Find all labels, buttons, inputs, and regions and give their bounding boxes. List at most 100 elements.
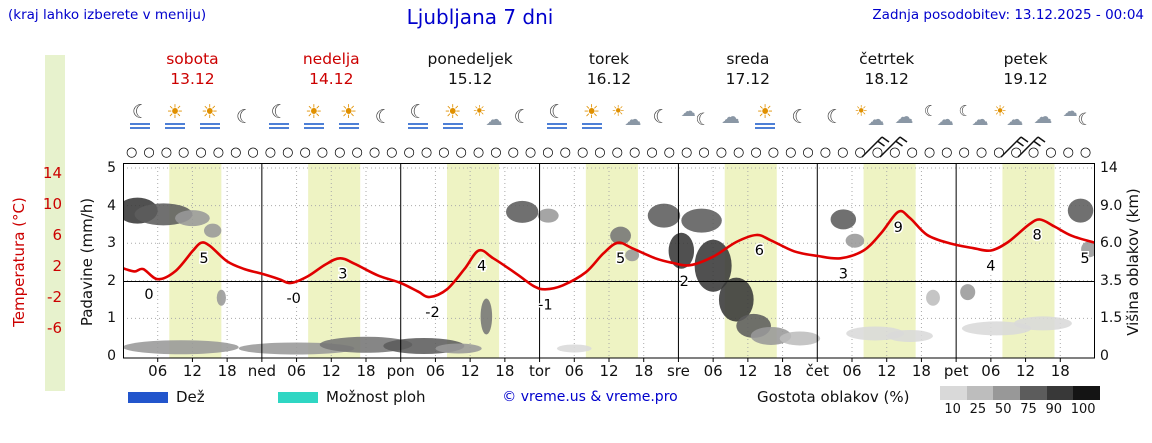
- fog-icon: [755, 123, 776, 131]
- cloud-cover-symbol: ○: [819, 144, 832, 160]
- day-date: 19.12: [1003, 70, 1048, 88]
- weather-icon-cloud: ☁: [1033, 105, 1053, 128]
- cloud-cover-symbol: ○: [646, 144, 658, 160]
- density-tick-label: 25: [969, 402, 987, 417]
- cloud-height-tick: 9.0: [1100, 197, 1123, 214]
- precip-tick: 3: [107, 235, 116, 252]
- cloud-blob: [175, 210, 210, 227]
- cloud-cover-symbol: ○: [681, 144, 693, 160]
- x-tick-label: 06: [564, 362, 584, 380]
- cloud-blob: [718, 277, 754, 322]
- weather-icon-sun-fog: ☀: [159, 103, 191, 131]
- menu-hint: (kraj lahko izberete v meniju): [8, 7, 207, 23]
- density-swatch: [1046, 386, 1074, 400]
- weather-icon-cloud-moon: ☁ ☾: [1062, 102, 1093, 130]
- temp-extreme-label: 3: [839, 266, 848, 282]
- weather-icon-moon-cloud: ☾ ☁: [923, 102, 954, 130]
- cloud-cover-symbol: ○: [958, 144, 970, 160]
- day-name: sobota: [166, 50, 219, 68]
- density-tick-label: 10: [944, 402, 961, 417]
- weather-icon-moon: ☾: [235, 105, 253, 128]
- cloud-cover-symbol: ○: [282, 144, 294, 160]
- day-icons: ☾ ☀ ☀ ☁ ☾: [401, 94, 540, 140]
- cloud-blob: [435, 343, 482, 354]
- cloud-cover-symbol: ○: [403, 144, 415, 160]
- x-tick-label: 12: [182, 362, 202, 380]
- day-date: 13.12: [170, 70, 215, 88]
- cloud-density-scale: [940, 386, 1101, 400]
- cloud-cover-symbol: ○: [750, 144, 762, 160]
- temp-extreme-label: 4: [986, 259, 995, 275]
- cloud-blob: [610, 226, 631, 245]
- x-tick-label: 18: [911, 362, 931, 380]
- cloud-height-tick: 14: [1100, 160, 1118, 176]
- day-header: torek 16.12: [540, 50, 679, 88]
- precip-tick: 4: [107, 197, 116, 214]
- cloud-density-legend-label: Gostota oblakov (%): [757, 388, 910, 406]
- cloud-layer: [123, 197, 1095, 355]
- x-tick-label: pet: [943, 362, 969, 380]
- cloud-blob: [961, 321, 1032, 336]
- x-tick-label: 06: [287, 362, 307, 380]
- fog-icon: [546, 123, 567, 131]
- cloud-cover-symbol: ○: [472, 144, 485, 160]
- x-tick-label: 06: [148, 362, 168, 380]
- rain-legend-label: Dež: [176, 388, 205, 406]
- weather-icon-moon: ☾: [374, 105, 392, 128]
- precip-tick: 5: [107, 160, 116, 176]
- cloud-cover-symbol: ○: [837, 144, 849, 160]
- cloud-cover-symbol: ○: [698, 144, 710, 160]
- showers-legend-label: Možnost ploh: [326, 388, 426, 406]
- cloud-cover-symbol: ○: [126, 144, 138, 160]
- density-tick-label: 90: [1045, 402, 1063, 417]
- cloud-height-tick: 6.0: [1100, 235, 1123, 252]
- cloud-blob: [681, 208, 722, 233]
- cloud-cover-row: ○ ○ ○ ○ ○ ○ ○ ○ ○ ○ ○ ○ ○ ○ ○ ○ ○ ○ ○ ○ ○ ○ ○ ○ ○ ○ ○ ○ ○ ○ ○ ○ ○ ○ ○ ○ ○ ○ ○ ○…: [123, 142, 1095, 162]
- cloud-cover-symbol: ○: [975, 144, 988, 160]
- day-header: petek 19.12: [956, 50, 1095, 88]
- x-tick-label: sre: [666, 362, 690, 380]
- temperature-axis-label: Temperatura (°C): [10, 197, 28, 327]
- cloud-cover-symbol: ○: [871, 144, 884, 160]
- cloud-cover-symbol: ○: [438, 144, 450, 160]
- day-header: sreda 17.12: [678, 50, 817, 88]
- temp-extreme-label: 2: [680, 274, 689, 290]
- wind-barb-icon: [1017, 136, 1046, 158]
- cloud-density-tick-labels: 10 25 50 75 90 100: [940, 402, 1100, 417]
- temp-extreme-label: 8: [1033, 228, 1042, 244]
- cloud-height-tick: 1.5: [1100, 310, 1123, 327]
- temp-tick: 14: [42, 164, 62, 182]
- weather-icon-cloud: ☁: [894, 105, 914, 128]
- fog-icon: [442, 123, 463, 131]
- cloud-blob: [506, 200, 539, 223]
- cloud-blob: [668, 232, 695, 269]
- showers-legend-swatch: [278, 392, 318, 403]
- temp-tick: -6: [47, 319, 62, 337]
- cloud-cover-symbol: ○: [941, 144, 953, 160]
- density-swatch: [993, 386, 1021, 400]
- temperature-curve: [123, 209, 1095, 299]
- weather-icon-moon-fog: ☾: [402, 103, 434, 131]
- temp-extreme-label: 5: [1080, 251, 1089, 267]
- x-tick-label: čet: [805, 362, 829, 380]
- fog-icon: [165, 123, 186, 131]
- weather-icon-cloud: ☁: [720, 105, 740, 128]
- day-date: 16.12: [586, 70, 632, 88]
- day-header: nedelja 14.12: [262, 50, 401, 88]
- temp-extreme-label: -1: [538, 297, 552, 313]
- cloud-cover-symbol: ○: [455, 144, 467, 160]
- x-tick-label: 12: [321, 362, 341, 380]
- x-tick-label: tor: [528, 362, 551, 380]
- cloud-cover-symbol: ○: [576, 144, 589, 160]
- cloud-cover-symbol: ○: [559, 144, 571, 160]
- x-tick-label: 06: [425, 362, 445, 380]
- day-date: 14.12: [309, 70, 354, 88]
- cloud-cover-symbol: ○: [1062, 144, 1074, 160]
- cloud-cover-symbol: ○: [420, 144, 433, 160]
- credit-link[interactable]: © vreme.us & vreme.pro: [502, 389, 678, 405]
- density-swatch: [1073, 386, 1101, 400]
- x-tick-label: 12: [460, 362, 480, 380]
- cloud-cover-symbol: ○: [351, 144, 363, 160]
- weather-icon-moon: ☾: [791, 105, 809, 128]
